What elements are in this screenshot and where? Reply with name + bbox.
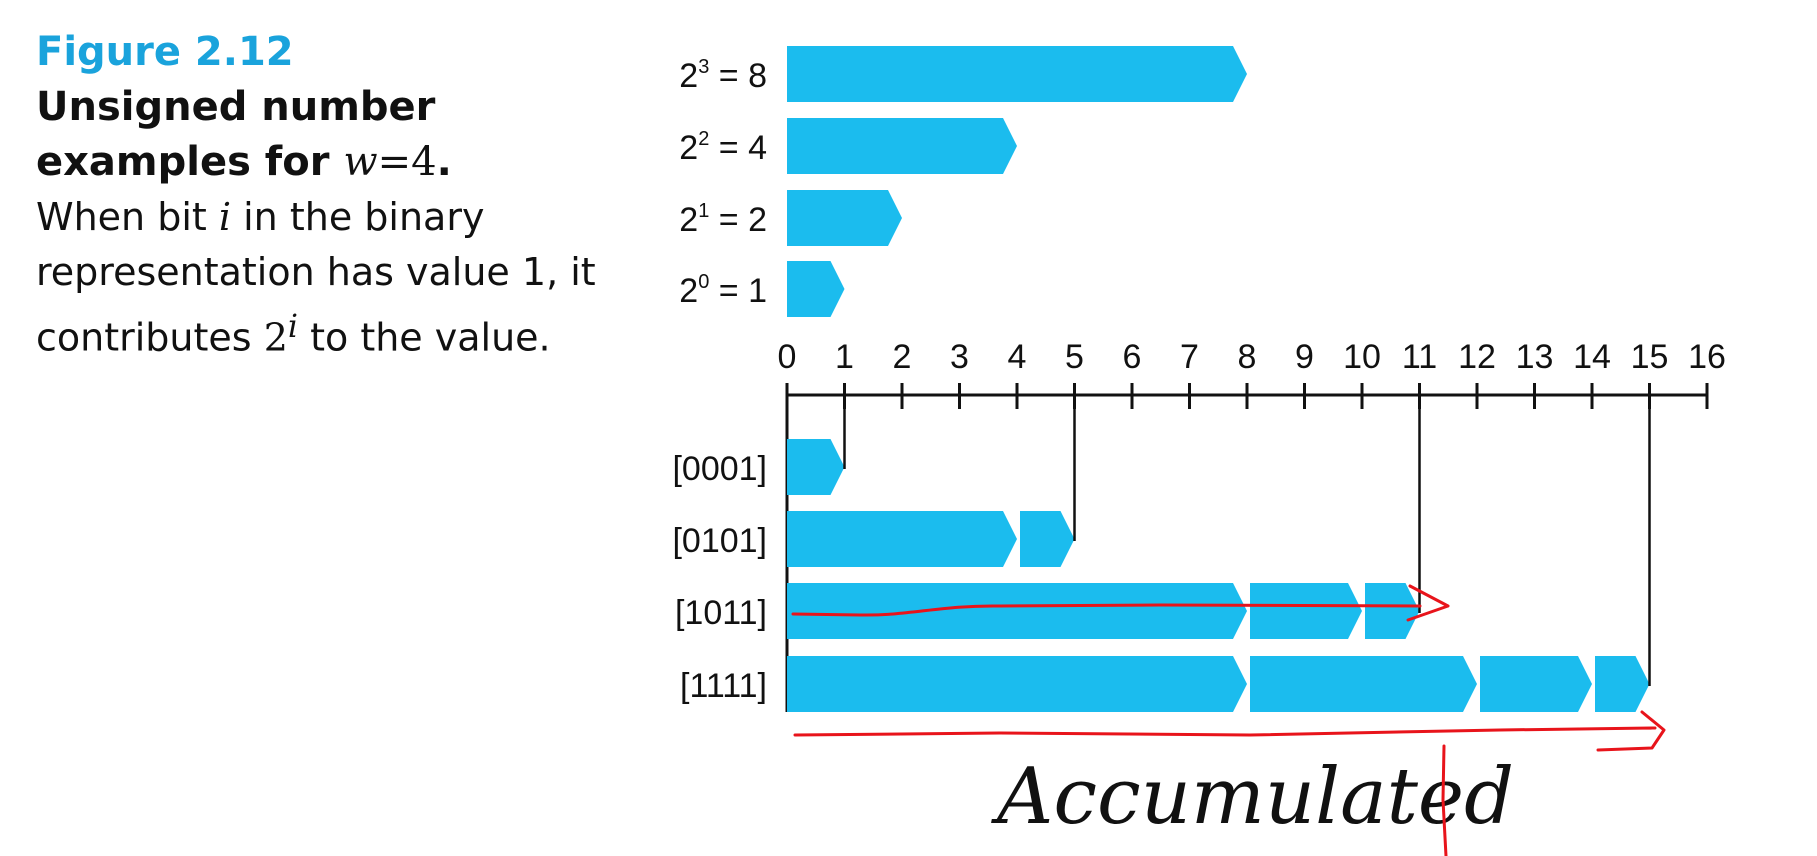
- axis-tick-label: 15: [1631, 338, 1669, 376]
- example-segment: [787, 656, 1247, 712]
- axis-tick-label: 8: [1238, 338, 1257, 376]
- example-label: [0001]: [672, 450, 767, 488]
- handwritten-annotation: Accumulated: [791, 584, 1666, 856]
- power-value: = 8: [709, 57, 767, 95]
- power-label: 22 = 4: [679, 128, 767, 167]
- axis-tick-label: 12: [1458, 338, 1496, 376]
- axis-tick-label: 16: [1688, 338, 1726, 376]
- axis-tick-label: 1: [835, 338, 854, 376]
- power-base: 2: [679, 129, 698, 167]
- example-label: [1011]: [675, 594, 767, 632]
- example-segment: [787, 439, 845, 495]
- body-part-3: to the value.: [310, 315, 551, 360]
- power-base: 2: [679, 272, 698, 310]
- number-axis: 0 1 2 3 4 5 6 7 8 9 10 11 12 13 14 15 16: [778, 338, 1726, 712]
- example-segment: [1595, 656, 1650, 712]
- arrow-stroke-1011: [791, 584, 1450, 622]
- axis-tick-label: 3: [950, 338, 969, 376]
- title-end: .: [436, 139, 452, 185]
- powers-group: 23 = 822 = 421 = 220 = 1: [679, 46, 1247, 317]
- axis-tick-label: 4: [1008, 338, 1027, 376]
- example-label: [1111]: [680, 667, 767, 705]
- axis-tick-label: 0: [778, 338, 797, 376]
- example-segment: [1250, 656, 1477, 712]
- arrow-stroke-accumulated: [793, 710, 1666, 752]
- axis-tick-label: 7: [1180, 338, 1199, 376]
- examples-group: [0001] [0101] [1011] [1111]: [672, 395, 1651, 712]
- power-bar: [787, 190, 902, 246]
- power-label: 23 = 8: [679, 56, 767, 95]
- power-label: 20 = 1: [679, 271, 767, 310]
- figure-title: Unsigned number examples for w=4.: [36, 80, 596, 190]
- example-segment: [787, 511, 1017, 567]
- title-var-w: w: [343, 139, 378, 185]
- body-power-exp: i: [287, 309, 298, 345]
- body-part-1: When bit: [36, 195, 207, 239]
- axis-tick-label: 2: [893, 338, 912, 376]
- axis-tick-label: 11: [1402, 338, 1437, 376]
- title-num: 4: [411, 139, 437, 185]
- figure-label: Figure 2.12: [36, 29, 294, 75]
- accumulated-label: Accumulated: [991, 752, 1514, 842]
- axis-tick-label: 13: [1516, 338, 1554, 376]
- power-value: = 1: [709, 272, 767, 310]
- example-segment: [1020, 511, 1075, 567]
- power-value: = 4: [709, 129, 767, 167]
- axis-tick-label: 14: [1573, 338, 1611, 376]
- power-exponent: 0: [698, 271, 709, 293]
- title-text: Unsigned number examples for: [36, 84, 436, 185]
- axis-tick-label: 10: [1343, 338, 1381, 376]
- body-power-base: 2: [263, 315, 288, 360]
- power-value: = 2: [709, 201, 767, 239]
- example-label: [0101]: [672, 522, 767, 560]
- example-segment: [1480, 656, 1592, 712]
- power-bar: [787, 261, 845, 317]
- power-exponent: 2: [698, 128, 709, 150]
- title-eq: =: [377, 139, 412, 185]
- power-base: 2: [679, 57, 698, 95]
- axis-tick-label: 5: [1065, 338, 1084, 376]
- body-part-2: in the binary representation has value 1…: [36, 195, 596, 360]
- axis-tick-label: 9: [1295, 338, 1314, 376]
- example-segment: [787, 583, 1247, 639]
- axis-tick-label: 6: [1123, 338, 1142, 376]
- power-base: 2: [679, 201, 698, 239]
- power-exponent: 1: [698, 200, 709, 222]
- power-exponent: 3: [698, 56, 709, 78]
- power-label: 21 = 2: [679, 200, 767, 239]
- figure-body: When bit i in the binary representation …: [36, 190, 596, 366]
- example-segment: [1250, 583, 1362, 639]
- power-bar: [787, 118, 1017, 174]
- body-var-i: i: [218, 195, 232, 239]
- figure-caption: Figure 2.12 Unsigned number examples for…: [36, 24, 596, 366]
- pen-flourish: [1441, 744, 1448, 856]
- example-segment: [1365, 583, 1420, 639]
- power-bar: [787, 46, 1247, 102]
